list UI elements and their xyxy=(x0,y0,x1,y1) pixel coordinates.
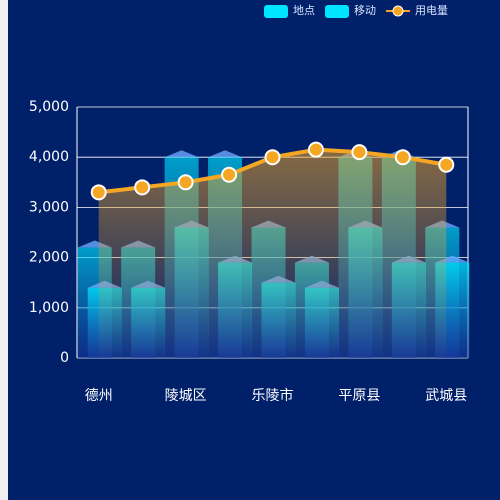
line-marker xyxy=(134,179,151,196)
y-tick-label: 1,000 xyxy=(29,300,69,316)
line-marker xyxy=(177,174,194,191)
line-marker xyxy=(221,166,238,183)
x-tick-label: 德州 xyxy=(85,388,113,404)
y-tick-label: 5,000 xyxy=(29,99,69,115)
x-tick-label: 平原县 xyxy=(338,388,380,404)
x-tick-label: 武城县 xyxy=(425,388,467,404)
line-marker xyxy=(90,184,107,201)
legend-swatch xyxy=(325,5,349,18)
y-tick-label: 4,000 xyxy=(29,149,69,165)
line-area xyxy=(98,149,447,358)
line-marker xyxy=(351,144,368,161)
y-tick-label: 3,000 xyxy=(29,199,69,215)
legend-swatch xyxy=(264,5,288,18)
legend-label: 地点 xyxy=(293,4,315,17)
bar-cap xyxy=(208,150,243,158)
y-tick-label: 2,000 xyxy=(29,250,69,266)
line-marker xyxy=(264,149,281,166)
bar-cap xyxy=(164,150,199,158)
legend-label: 用电量 xyxy=(415,4,448,17)
x-tick-label: 陵城区 xyxy=(165,388,207,404)
legend-swatch xyxy=(392,5,404,17)
x-tick-label: 乐陵市 xyxy=(252,387,294,404)
line-marker xyxy=(307,141,324,158)
line-marker xyxy=(438,156,455,173)
line-marker xyxy=(394,149,411,166)
y-tick-label: 0 xyxy=(60,350,69,366)
legend-label: 移动 xyxy=(354,4,376,17)
